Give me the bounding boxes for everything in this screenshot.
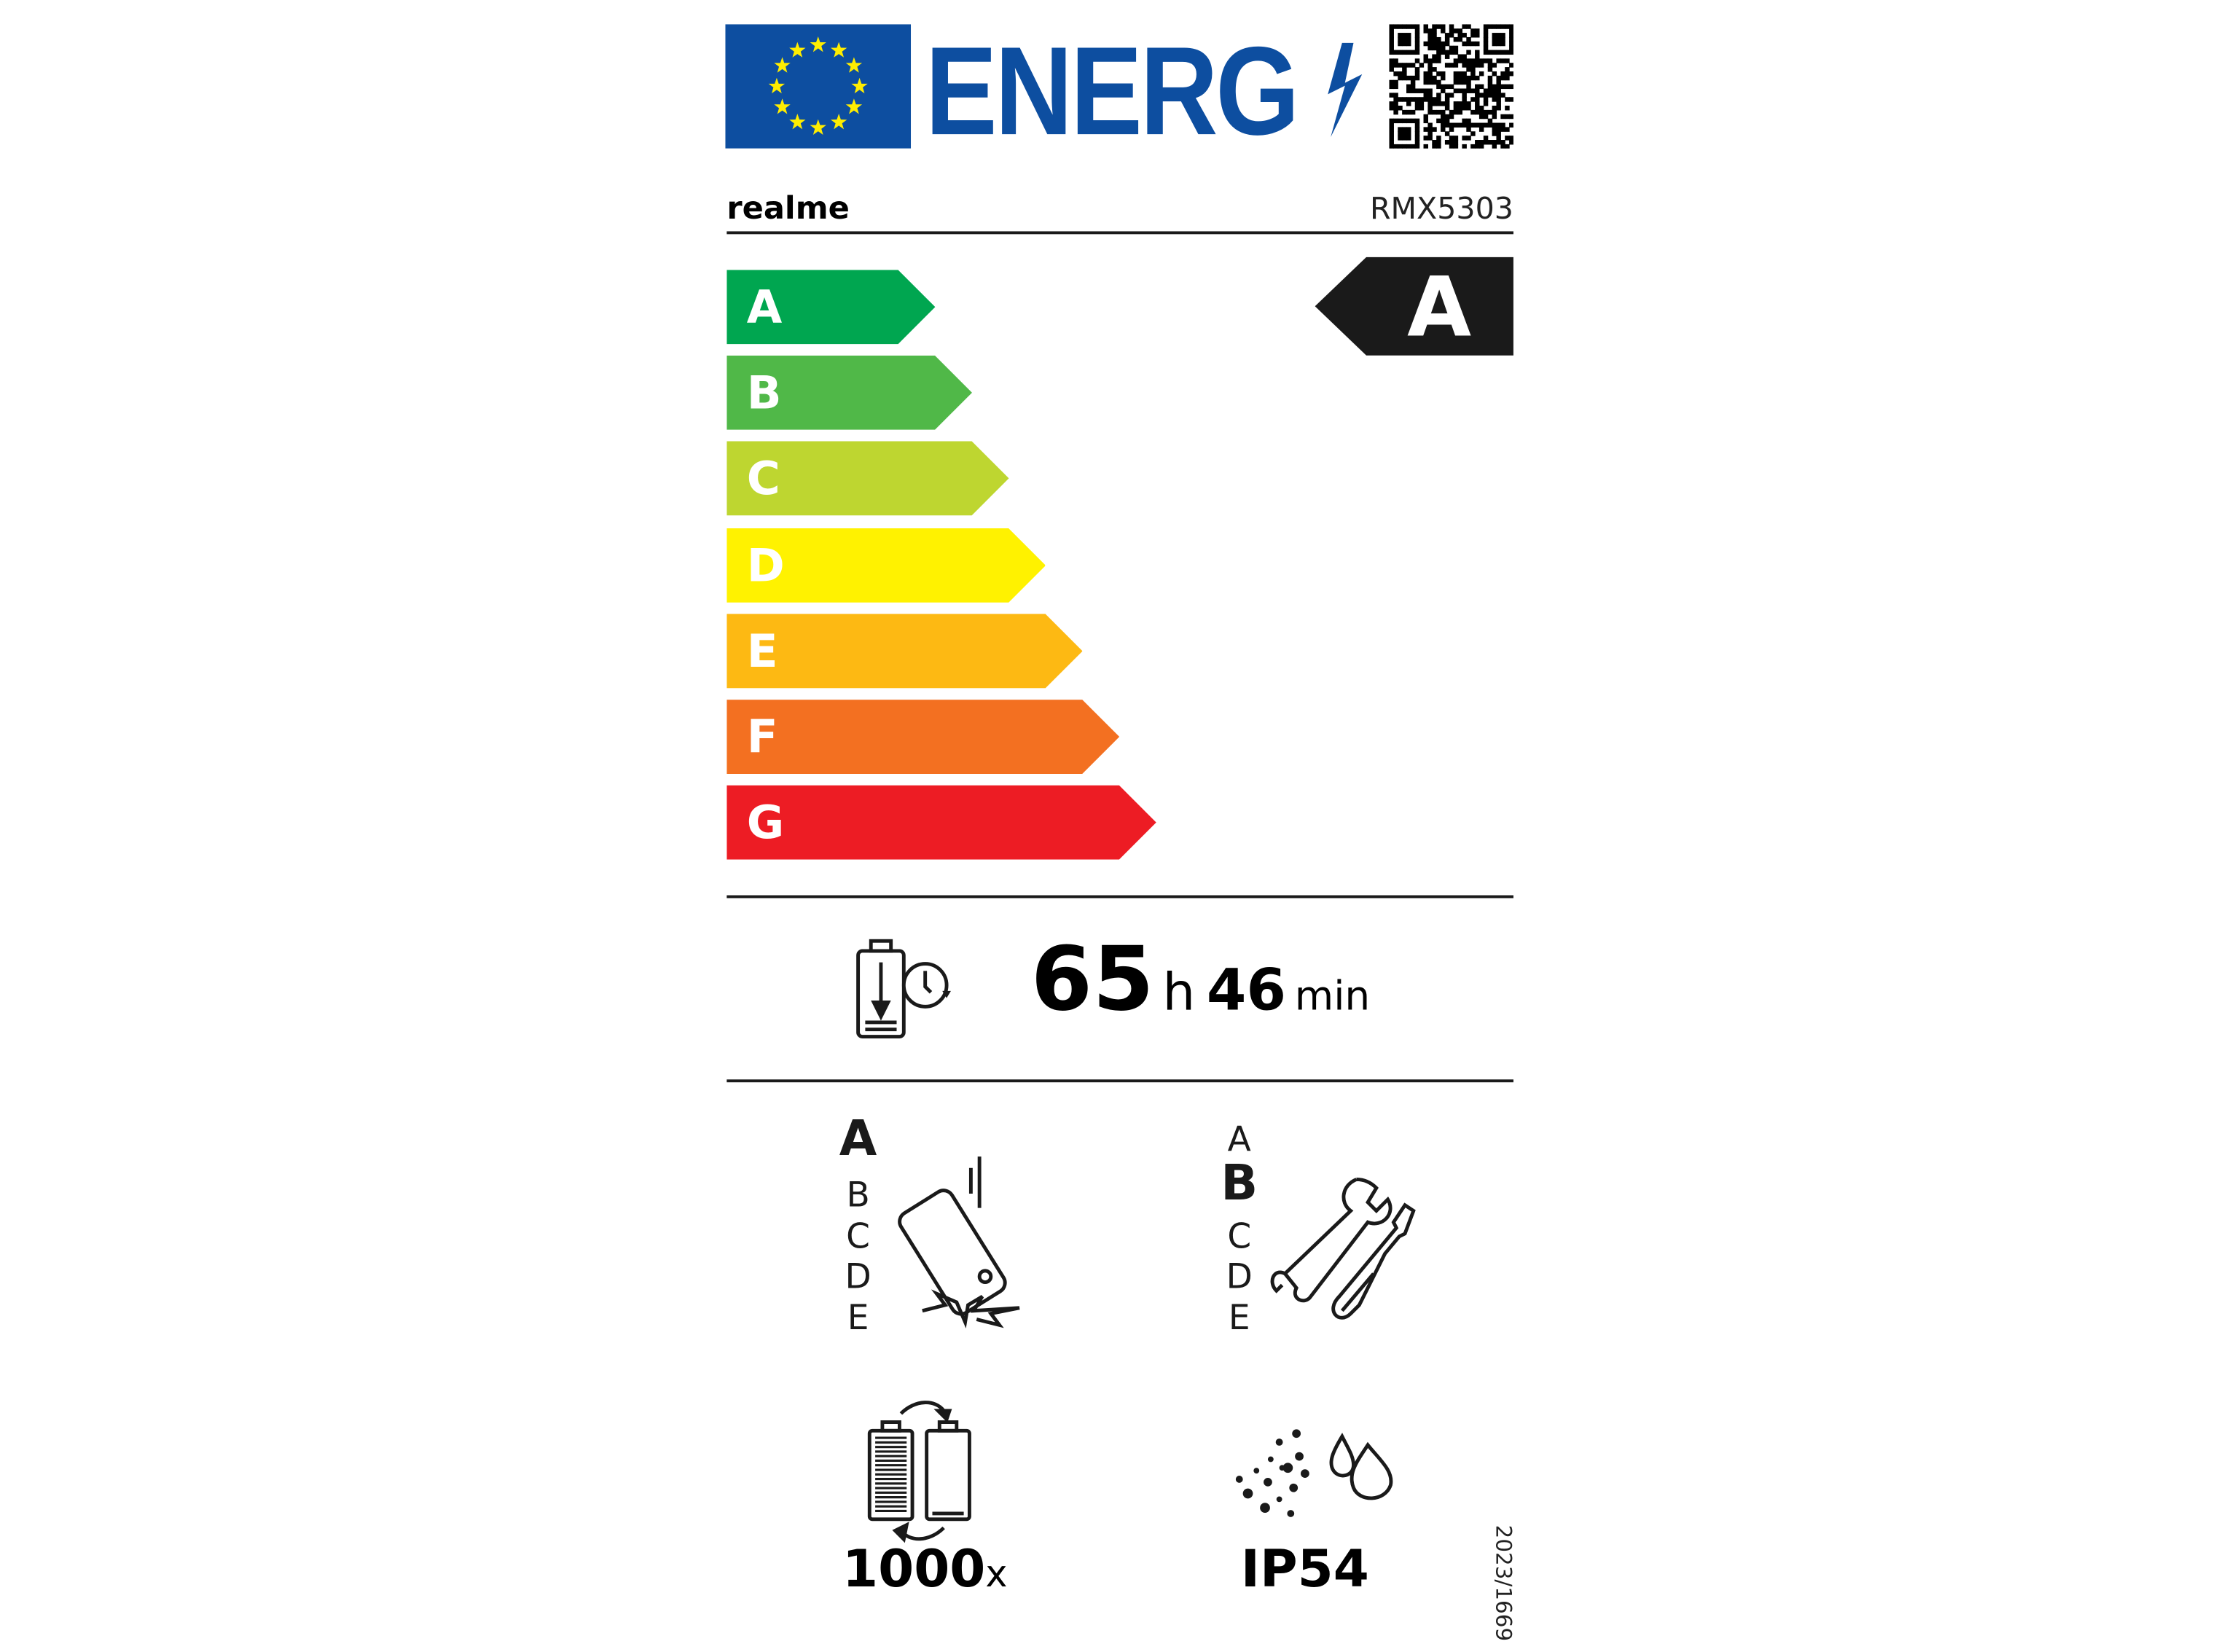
- star-icon: [830, 113, 847, 130]
- phone-drop-icon: [898, 1156, 1020, 1329]
- scale-letter-c: C: [846, 1216, 871, 1257]
- scale-letter-d: D: [1226, 1256, 1253, 1297]
- divider: [726, 1079, 1513, 1083]
- star-icon: [768, 77, 786, 94]
- energy-class-letter: A: [1407, 258, 1472, 356]
- dust-water-icon: [1235, 1429, 1393, 1517]
- energy-bar-letter: B: [746, 365, 782, 420]
- qr-code[interactable]: [1389, 24, 1513, 149]
- star-icon: [810, 36, 826, 52]
- cycles-unit: x: [985, 1553, 1008, 1597]
- energy-bar-letter: G: [746, 795, 785, 850]
- star-icon: [851, 77, 868, 94]
- star-icon: [810, 119, 826, 135]
- endurance-minutes: 46: [1206, 958, 1286, 1024]
- battery-clock-icon: [856, 939, 951, 1038]
- supplier-name: realme: [726, 191, 850, 227]
- energy-bar-b: B: [726, 356, 972, 431]
- scale-letter-b: B: [846, 1175, 870, 1215]
- energy-logo-text: ENERG: [925, 20, 1300, 162]
- scale-letter-c: C: [1227, 1216, 1252, 1257]
- regulation-number: 2023/1669: [1490, 1524, 1516, 1642]
- scale-letter-e: E: [1228, 1298, 1250, 1338]
- energy-bar-letter: C: [746, 451, 780, 506]
- divider: [726, 895, 1513, 899]
- eu-flag-icon: [725, 24, 912, 149]
- scale-letter-a: A: [1227, 1119, 1251, 1160]
- scale-letter-d: D: [845, 1256, 872, 1297]
- star-icon: [830, 42, 847, 58]
- energy-bar-e: E: [726, 614, 1083, 689]
- hours-unit: h: [1162, 963, 1196, 1022]
- energy-bar-letter: E: [746, 623, 778, 678]
- energy-class-indicator: [1315, 257, 1513, 356]
- energy-bar-letter: A: [746, 280, 783, 334]
- ingress-protection-value: IP54: [1240, 1541, 1369, 1600]
- endurance-value: 65 h 46 min: [1031, 934, 1371, 1024]
- endurance-hours: 65: [1030, 926, 1154, 1031]
- cycles-number: 1000: [842, 1541, 986, 1600]
- energy-bar-d: D: [726, 528, 1046, 603]
- star-icon: [789, 42, 806, 58]
- scale-letter-b: B: [1221, 1155, 1258, 1213]
- scale-letter-a: A: [839, 1111, 877, 1168]
- battery-cycles-value: 1000x: [842, 1544, 1008, 1597]
- energy-bar-letter: F: [746, 709, 778, 764]
- energy-bar-c: C: [726, 442, 1009, 517]
- star-icon: [789, 113, 806, 130]
- energy-bar-f: F: [726, 700, 1120, 774]
- star-icon: [845, 57, 863, 73]
- star-icon: [774, 57, 791, 73]
- energy-bar-a: A: [726, 270, 936, 345]
- model-identifier: RMX5303: [1369, 191, 1513, 226]
- star-icon: [774, 98, 791, 114]
- minutes-unit: min: [1294, 972, 1371, 1020]
- tools-icon: [1270, 1178, 1416, 1320]
- lightning-icon: [1328, 42, 1363, 138]
- energy-bar-g: G: [726, 786, 1156, 860]
- battery-cycle-icon: [867, 1401, 971, 1543]
- divider: [726, 231, 1513, 235]
- energy-bar-letter: D: [746, 537, 785, 592]
- star-icon: [845, 98, 863, 114]
- scale-letter-e: E: [847, 1298, 869, 1338]
